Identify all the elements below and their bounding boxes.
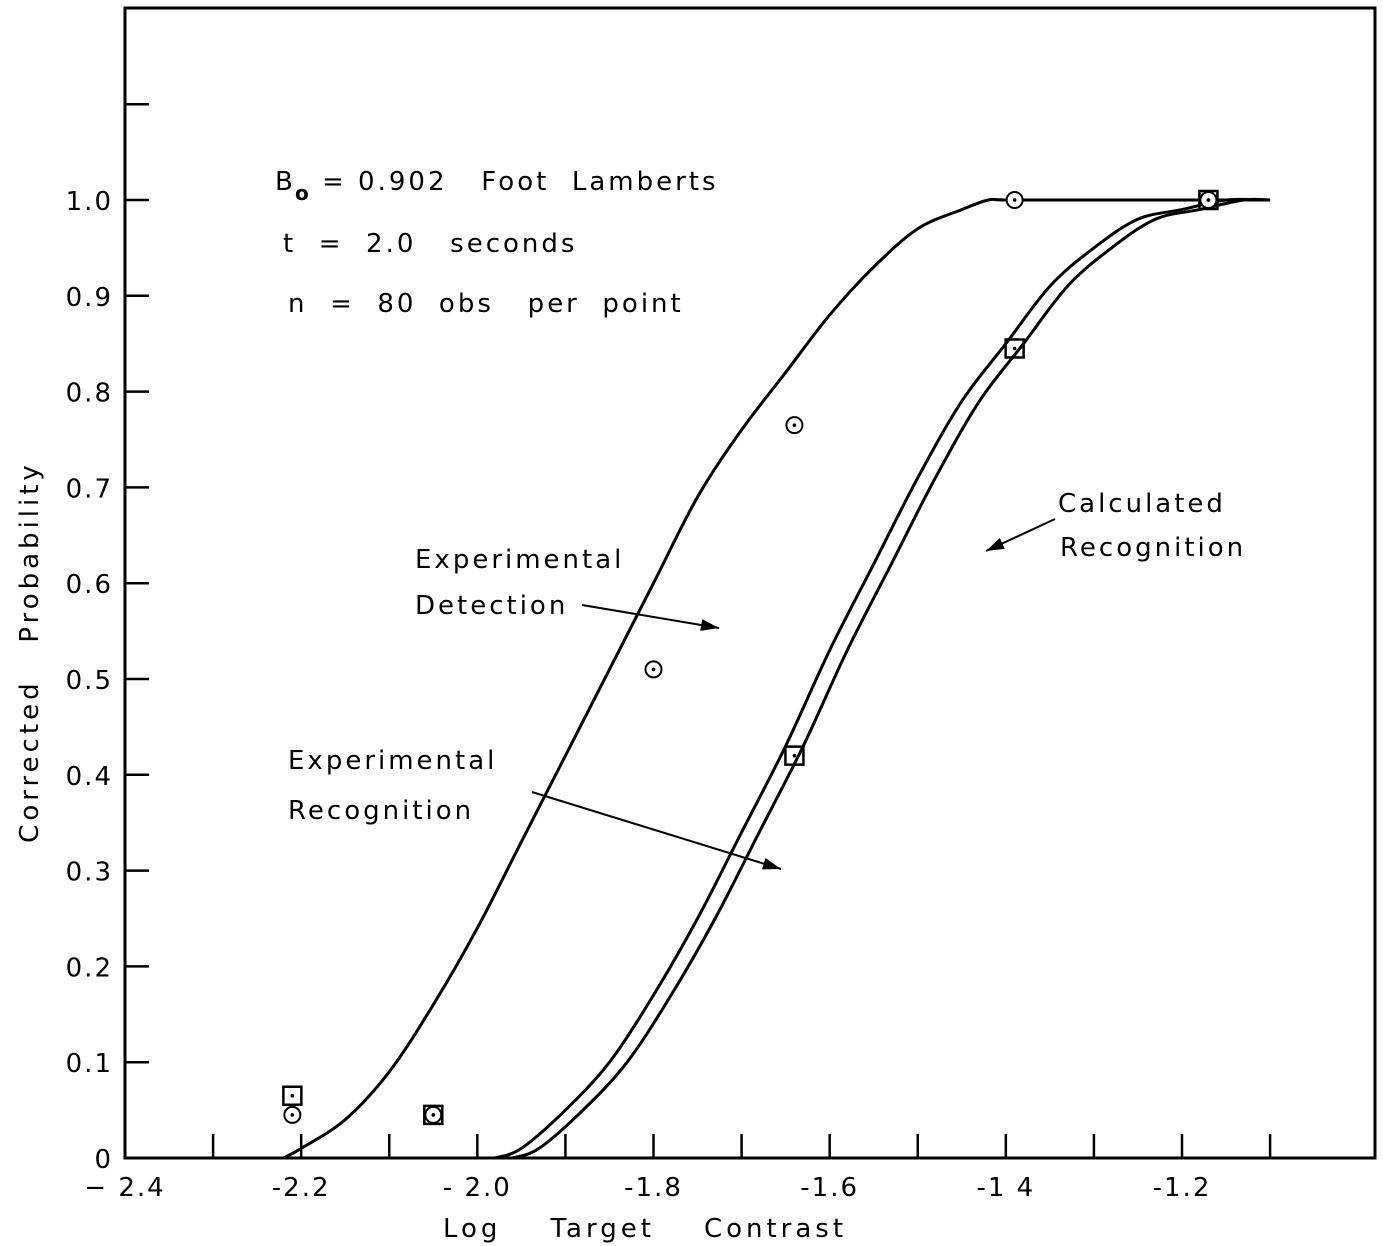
point-recognition	[1198, 189, 1219, 211]
point-detection-dot	[651, 667, 656, 672]
y-tick-label: 0.5	[66, 666, 113, 696]
point-recognition	[282, 1085, 303, 1106]
y-ticks: 0 0.1 0.2 0.3 0.4 0.5 0.6 0.7 0.8 0.9 1.0	[66, 102, 149, 1175]
y-tick-label: 0.4	[66, 762, 113, 792]
x-tick-label: -1.6	[800, 1173, 859, 1203]
label-exp-recognition-2: Recognition	[288, 796, 474, 826]
label-exp-detection-2: Detection	[415, 591, 568, 621]
x-axis-title: Log Target Contrast	[443, 1214, 847, 1244]
label-exp-detection-1: Experimental	[415, 545, 624, 575]
point-detection-dot	[792, 423, 797, 427]
point-recognition-dot	[290, 1093, 295, 1098]
n-label: n = 80 obs per point	[288, 289, 684, 319]
series-curve-1	[494, 197, 1271, 1158]
label-exp-recognition-1: Experimental	[288, 746, 497, 776]
b0-label: B	[275, 167, 296, 197]
point-recognition	[423, 1104, 444, 1126]
arrow-exp-recognition	[531, 791, 782, 870]
point-recognition-dot	[1012, 346, 1017, 351]
b0-symbol: B	[275, 167, 296, 197]
point-detection-dot	[290, 1113, 295, 1117]
point-recognition-dot	[1206, 198, 1211, 202]
arrow-exp-detection	[581, 604, 720, 629]
point-recognition	[784, 745, 805, 766]
x-tick-label: − 2.4	[84, 1173, 165, 1203]
y-axis-title: Corrected Probability	[15, 461, 45, 843]
y-tick-label: 0.8	[66, 379, 113, 409]
y-tick-label: 0	[94, 1145, 113, 1175]
point-recognition-dot	[431, 1113, 436, 1117]
markers	[282, 189, 1219, 1126]
y-tick-label: 0.3	[66, 858, 113, 888]
t-label: t = 2.0 seconds	[283, 229, 577, 259]
series-curve-2	[512, 197, 1271, 1158]
arrow-exp-recognition-head	[762, 857, 781, 870]
label-calc-recognition-2: Recognition	[1060, 533, 1246, 563]
y-tick-label: 0.7	[66, 474, 113, 504]
b0-value: = 0.902 Foot Lamberts	[322, 167, 719, 197]
arrow-exp-detection-head	[700, 619, 719, 631]
y-tick-label: 0.9	[66, 283, 113, 313]
x-tick-label: -1.8	[624, 1173, 683, 1203]
point-recognition-dot	[792, 753, 797, 758]
point-detection-dot	[1012, 198, 1017, 202]
x-ticks: − 2.4 -2.2 - 2.0 -1.8 -1.6 -1 4 -1.2	[84, 1134, 1272, 1203]
x-tick-label: -1 4	[976, 1173, 1035, 1203]
y-tick-label: 0.1	[66, 1049, 113, 1079]
point-recognition	[1004, 338, 1025, 359]
label-calc-recognition-1: Calculated	[1058, 489, 1226, 519]
arrows	[531, 518, 1056, 870]
arrow-calc-recognition-head	[986, 537, 1005, 551]
curves	[282, 197, 1271, 1158]
y-tick-label: 0.6	[66, 570, 113, 600]
plot-frame	[123, 6, 1377, 1160]
y-tick-label: 1.0	[66, 187, 113, 217]
x-tick-label: -2.2	[272, 1173, 331, 1203]
b0-subscript: o	[295, 181, 309, 205]
x-tick-label: -1.2	[1153, 1173, 1212, 1203]
series-curve-0	[282, 197, 1271, 1158]
y-tick-label: 0.2	[66, 953, 113, 983]
x-tick-label: - 2.0	[443, 1173, 512, 1203]
